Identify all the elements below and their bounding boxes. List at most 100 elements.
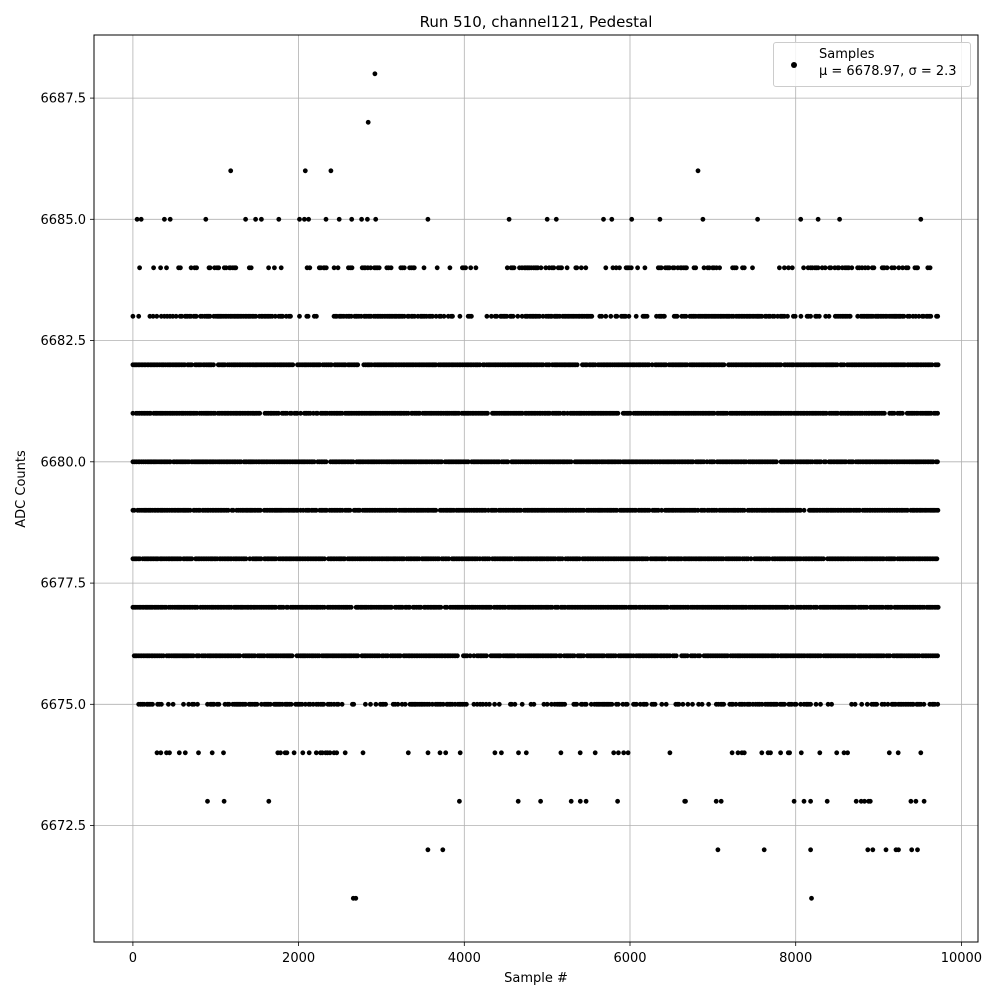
data-point	[882, 410, 887, 416]
data-point	[348, 604, 354, 610]
data-point	[311, 459, 317, 465]
data-point	[154, 750, 160, 756]
data-point	[531, 701, 537, 707]
data-point	[789, 265, 795, 271]
data-point	[887, 653, 893, 659]
data-point	[446, 556, 452, 562]
data-point	[207, 265, 213, 271]
data-point	[440, 847, 446, 853]
data-point	[858, 798, 864, 804]
data-point	[667, 265, 672, 271]
data-point	[430, 313, 435, 319]
data-point	[574, 701, 580, 707]
data-point	[194, 265, 200, 271]
data-point	[610, 265, 616, 271]
data-point	[836, 265, 842, 271]
data-point	[243, 701, 248, 707]
data-point	[625, 750, 631, 756]
data-point	[373, 216, 379, 222]
data-point	[921, 701, 927, 707]
data-point	[759, 701, 765, 707]
data-point	[564, 265, 570, 271]
data-point	[164, 265, 169, 271]
data-point	[253, 313, 259, 319]
data-point	[313, 750, 319, 756]
data-point	[302, 216, 307, 222]
data-point	[834, 362, 840, 368]
data-point	[349, 216, 355, 222]
data-point	[154, 313, 160, 319]
data-point	[603, 313, 609, 319]
data-point	[438, 604, 444, 610]
data-point	[735, 750, 741, 756]
data-point	[178, 265, 183, 271]
data-point	[489, 313, 494, 319]
data-point	[294, 410, 300, 416]
data-point	[621, 750, 627, 756]
legend-label: Samples	[819, 47, 875, 62]
data-point	[305, 313, 311, 319]
data-point	[608, 313, 614, 319]
data-point	[684, 265, 689, 271]
data-point	[889, 604, 894, 610]
data-point	[657, 216, 663, 222]
data-point	[401, 313, 407, 319]
data-point	[188, 265, 194, 271]
data-point	[815, 216, 821, 222]
data-point	[695, 168, 701, 174]
data-point	[782, 265, 787, 271]
data-point	[383, 701, 388, 707]
y-tick-label: 6672.5	[41, 819, 87, 834]
data-point	[223, 265, 229, 271]
data-point	[314, 313, 319, 319]
data-point	[558, 750, 564, 756]
data-point	[291, 750, 297, 756]
data-point	[433, 507, 439, 513]
data-point	[159, 701, 164, 707]
data-point	[813, 701, 819, 707]
data-point	[793, 701, 799, 707]
data-point	[583, 798, 589, 804]
data-point	[934, 556, 940, 562]
data-point	[421, 265, 427, 271]
data-point	[583, 701, 589, 707]
data-point	[335, 701, 341, 707]
data-point	[272, 313, 278, 319]
data-point	[158, 750, 164, 756]
data-point	[254, 701, 260, 707]
data-point	[228, 168, 234, 174]
data-point	[537, 313, 542, 319]
data-point	[494, 313, 500, 319]
data-point	[233, 265, 239, 271]
data-point	[706, 701, 711, 707]
data-point	[469, 313, 474, 319]
data-point	[284, 750, 290, 756]
data-point	[674, 313, 680, 319]
data-point	[935, 362, 941, 368]
data-point	[486, 556, 492, 562]
data-point	[434, 265, 440, 271]
data-point	[766, 556, 772, 562]
data-point	[865, 265, 871, 271]
x-tick-label: 6000	[613, 951, 646, 966]
data-point	[568, 459, 574, 465]
data-point	[258, 556, 264, 562]
data-point	[464, 701, 469, 707]
data-point	[935, 410, 940, 416]
data-point	[450, 313, 455, 319]
x-tick-label: 2000	[282, 951, 315, 966]
data-point	[205, 798, 210, 804]
data-point	[477, 362, 483, 368]
data-point	[151, 265, 157, 271]
data-point	[257, 410, 263, 416]
data-point	[347, 507, 353, 513]
data-point	[306, 216, 311, 222]
data-point	[905, 265, 911, 271]
data-point	[365, 119, 371, 125]
data-point	[389, 604, 394, 610]
data-point	[457, 798, 462, 804]
data-point	[331, 265, 337, 271]
data-point	[741, 507, 747, 513]
plot-frame	[93, 34, 979, 943]
data-point	[170, 701, 176, 707]
